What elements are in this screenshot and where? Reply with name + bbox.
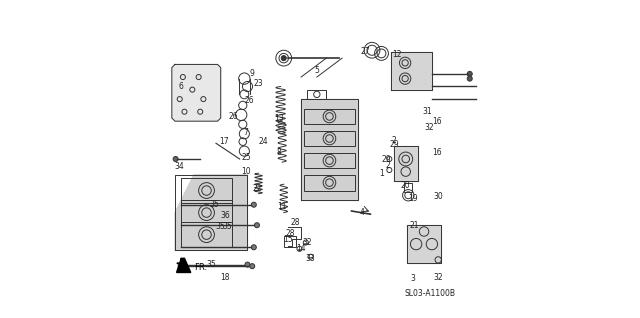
Text: 32: 32 [424, 123, 433, 132]
Text: 27: 27 [361, 47, 371, 56]
Bar [394, 146, 418, 181]
Text: 28: 28 [290, 218, 300, 226]
Text: 25: 25 [241, 153, 251, 162]
Text: 15: 15 [284, 235, 293, 244]
Bar [181, 200, 232, 225]
Bar [404, 183, 412, 192]
Text: 34: 34 [175, 162, 184, 171]
Circle shape [245, 262, 250, 267]
Text: 4: 4 [360, 208, 365, 217]
Circle shape [252, 245, 257, 250]
Text: 35: 35 [206, 260, 216, 269]
Text: 35: 35 [216, 222, 225, 231]
Text: 29: 29 [389, 140, 399, 149]
Polygon shape [172, 65, 221, 121]
Text: 24: 24 [259, 137, 268, 146]
Text: 29: 29 [381, 155, 391, 163]
Text: 3: 3 [410, 274, 415, 283]
Text: 28: 28 [285, 229, 295, 238]
Text: 11: 11 [277, 202, 287, 211]
Text: 32: 32 [303, 238, 312, 247]
Bar [181, 222, 232, 247]
Text: 32: 32 [433, 273, 443, 282]
Text: 14: 14 [296, 244, 306, 253]
Text: 19: 19 [408, 194, 418, 203]
Bar [284, 236, 296, 247]
Circle shape [467, 71, 472, 76]
Bar [304, 131, 355, 146]
Text: 10: 10 [241, 167, 251, 176]
Text: 16: 16 [432, 117, 442, 126]
Text: 31: 31 [422, 107, 432, 116]
Text: 2: 2 [392, 135, 396, 145]
Text: 13: 13 [274, 114, 284, 122]
Bar [406, 225, 442, 263]
Text: 22: 22 [252, 184, 262, 193]
Bar [304, 175, 355, 190]
Bar [181, 178, 232, 203]
Text: 12: 12 [392, 51, 402, 59]
Circle shape [255, 223, 259, 228]
Text: 26: 26 [244, 96, 254, 105]
Polygon shape [177, 258, 191, 273]
Bar [391, 52, 432, 90]
Bar [307, 90, 326, 99]
Text: 26: 26 [228, 112, 238, 121]
Text: 35: 35 [209, 200, 220, 209]
Circle shape [252, 202, 257, 207]
Polygon shape [175, 175, 248, 250]
Text: 1: 1 [379, 169, 384, 178]
Polygon shape [301, 99, 358, 200]
Text: 35: 35 [222, 222, 232, 231]
Text: 16: 16 [432, 148, 442, 157]
Polygon shape [406, 225, 442, 263]
Circle shape [250, 264, 255, 269]
Text: 8: 8 [276, 148, 282, 157]
Text: 18: 18 [221, 273, 230, 282]
Text: 5: 5 [314, 66, 319, 75]
Polygon shape [391, 52, 432, 90]
Text: 6: 6 [179, 82, 184, 91]
Text: SL03-A1100B: SL03-A1100B [404, 289, 456, 298]
Text: 2: 2 [385, 161, 390, 170]
Text: 21: 21 [410, 221, 419, 230]
Text: 9: 9 [250, 69, 255, 79]
Text: 36: 36 [221, 211, 230, 220]
Text: 30: 30 [433, 192, 443, 201]
Text: 23: 23 [253, 79, 263, 88]
Bar [304, 108, 355, 124]
Circle shape [467, 76, 472, 81]
Text: 7: 7 [243, 128, 248, 137]
Text: FR.: FR. [194, 263, 207, 272]
Text: 20: 20 [400, 181, 410, 190]
Circle shape [173, 156, 178, 162]
Polygon shape [394, 146, 418, 181]
Text: 17: 17 [219, 137, 228, 146]
Text: 33: 33 [306, 254, 316, 263]
Bar [304, 153, 355, 169]
Circle shape [281, 56, 286, 61]
